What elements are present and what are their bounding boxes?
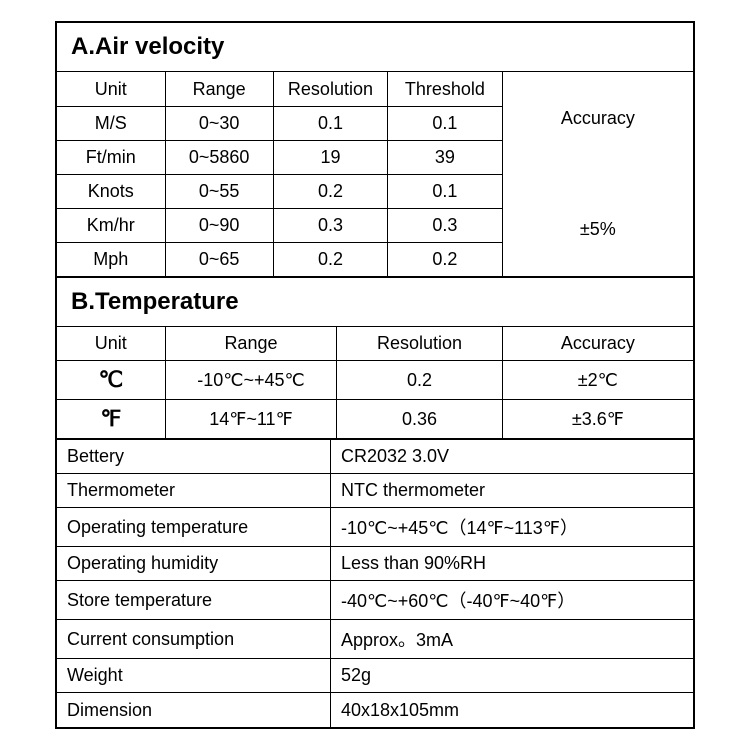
spec-row: Current consumptionApprox。3mA xyxy=(57,620,693,659)
spec-row: Operating humidityLess than 90%RH xyxy=(57,547,693,581)
cell-accuracy: ±2℃ xyxy=(502,361,693,400)
air-velocity-table: Unit Range Resolution Threshold Accuracy… xyxy=(57,72,693,277)
section-b-title: B.Temperature xyxy=(57,277,693,327)
cell-threshold: 0.2 xyxy=(388,242,502,276)
cell-resolution: 0.36 xyxy=(337,400,502,439)
cell-resolution: 19 xyxy=(273,140,387,174)
spec-label: Weight xyxy=(57,659,330,693)
specs-table: BetteryCR2032 3.0V ThermometerNTC thermo… xyxy=(57,439,693,727)
spec-row: Dimension40x18x105mm xyxy=(57,693,693,727)
cell-range: 0~90 xyxy=(165,208,273,242)
cell-unit: Mph xyxy=(57,242,165,276)
cell-resolution: 0.2 xyxy=(337,361,502,400)
spec-value: -10℃~+45℃（14℉~113℉） xyxy=(330,508,693,547)
spec-label: Operating temperature xyxy=(57,508,330,547)
col-accuracy: Accuracy xyxy=(502,327,693,361)
spec-row: BetteryCR2032 3.0V xyxy=(57,440,693,474)
spec-value: CR2032 3.0V xyxy=(330,440,693,474)
table-row: ℃ -10℃~+45℃ 0.2 ±2℃ xyxy=(57,361,693,400)
spec-value: NTC thermometer xyxy=(330,474,693,508)
cell-accuracy: ±3.6℉ xyxy=(502,400,693,439)
spec-value: 52g xyxy=(330,659,693,693)
cell-range: 0~65 xyxy=(165,242,273,276)
col-unit: Unit xyxy=(57,327,165,361)
cell-unit: M/S xyxy=(57,106,165,140)
cell-range: 14℉~11℉ xyxy=(165,400,337,439)
cell-range: 0~5860 xyxy=(165,140,273,174)
section-a-title: A.Air velocity xyxy=(57,23,693,72)
cell-unit: ℉ xyxy=(57,400,165,439)
temperature-table: Unit Range Resolution Accuracy ℃ -10℃~+4… xyxy=(57,327,693,440)
cell-resolution: 0.1 xyxy=(273,106,387,140)
cell-unit: ℃ xyxy=(57,361,165,400)
cell-threshold: 0.3 xyxy=(388,208,502,242)
col-accuracy: Accuracy ±5% xyxy=(502,72,693,276)
cell-range: -10℃~+45℃ xyxy=(165,361,337,400)
spec-label: Bettery xyxy=(57,440,330,474)
table-row: ℉ 14℉~11℉ 0.36 ±3.6℉ xyxy=(57,400,693,439)
table-header-row: Unit Range Resolution Accuracy xyxy=(57,327,693,361)
cell-resolution: 0.3 xyxy=(273,208,387,242)
cell-threshold: 0.1 xyxy=(388,174,502,208)
spec-label: Store temperature xyxy=(57,581,330,620)
col-resolution: Resolution xyxy=(273,72,387,106)
spec-value: 40x18x105mm xyxy=(330,693,693,727)
accuracy-header: Accuracy xyxy=(511,108,685,129)
cell-threshold: 0.1 xyxy=(388,106,502,140)
cell-unit: Knots xyxy=(57,174,165,208)
cell-resolution: 0.2 xyxy=(273,174,387,208)
spec-value: -40℃~+60℃（-40℉~40℉） xyxy=(330,581,693,620)
spec-row: Weight52g xyxy=(57,659,693,693)
cell-unit: Ft/min xyxy=(57,140,165,174)
col-range: Range xyxy=(165,72,273,106)
spec-label: Current consumption xyxy=(57,620,330,659)
accuracy-value: ±5% xyxy=(511,219,685,240)
cell-threshold: 39 xyxy=(388,140,502,174)
spec-row: Store temperature-40℃~+60℃（-40℉~40℉） xyxy=(57,581,693,620)
spec-sheet: A.Air velocity Unit Range Resolution Thr… xyxy=(55,21,695,729)
cell-unit: Km/hr xyxy=(57,208,165,242)
spec-label: Dimension xyxy=(57,693,330,727)
col-range: Range xyxy=(165,327,337,361)
col-unit: Unit xyxy=(57,72,165,106)
col-resolution: Resolution xyxy=(337,327,502,361)
spec-value: Less than 90%RH xyxy=(330,547,693,581)
table-header-row: Unit Range Resolution Threshold Accuracy… xyxy=(57,72,693,106)
spec-row: ThermometerNTC thermometer xyxy=(57,474,693,508)
spec-label: Thermometer xyxy=(57,474,330,508)
col-threshold: Threshold xyxy=(388,72,502,106)
spec-value: Approx。3mA xyxy=(330,620,693,659)
cell-resolution: 0.2 xyxy=(273,242,387,276)
spec-label: Operating humidity xyxy=(57,547,330,581)
cell-range: 0~55 xyxy=(165,174,273,208)
spec-row: Operating temperature-10℃~+45℃（14℉~113℉） xyxy=(57,508,693,547)
cell-range: 0~30 xyxy=(165,106,273,140)
